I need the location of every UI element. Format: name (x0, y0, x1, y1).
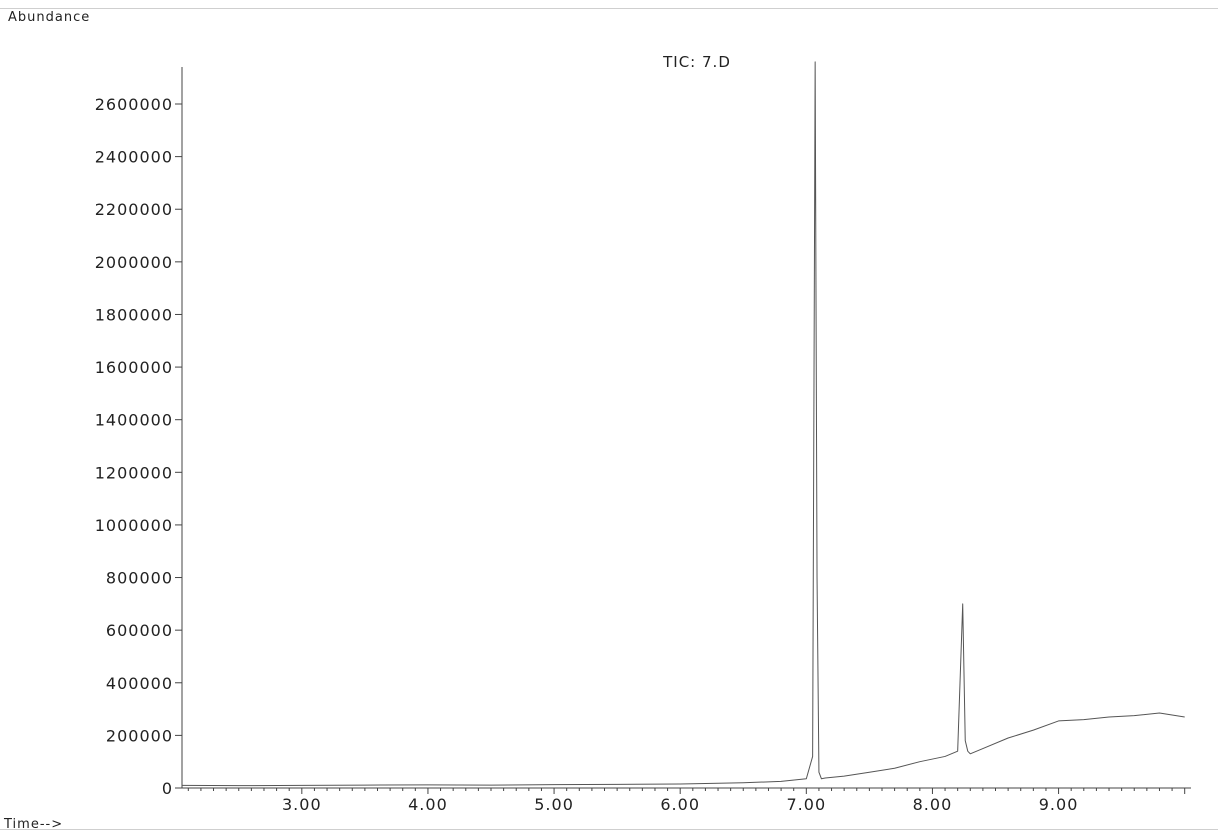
x-axis-label: Time--> (3, 817, 63, 832)
y-tick-label: 1800000 (95, 305, 173, 324)
x-tick-label: 7.00 (787, 795, 827, 814)
chart-title: TIC: 7.D (662, 53, 731, 71)
x-tick-label: 9.00 (1039, 795, 1079, 814)
y-tick-group: 0 200000 400000 600000 800000 1000000 1200000 1… (95, 95, 182, 798)
x-tick-group: 3.00 4.00 5.00 6.00 7.00 8.00 9.00 (187, 788, 1186, 814)
x-tick-label: 6.00 (660, 795, 700, 814)
y-tick-label: 600000 (106, 621, 173, 640)
y-tick-label: 1400000 (95, 411, 173, 430)
y-tick-label: 2400000 (95, 148, 173, 167)
y-tick-label: 800000 (106, 569, 173, 588)
tic-trace-line (181, 61, 1185, 787)
y-tick-label: 2600000 (95, 95, 173, 114)
series-group (181, 61, 1185, 787)
y-tick-label: 200000 (106, 726, 173, 745)
y-tick-label: 2000000 (95, 253, 173, 272)
y-tick-label: 400000 (106, 674, 173, 693)
x-tick-label: 4.00 (408, 795, 448, 814)
y-tick-label: 2200000 (95, 200, 173, 219)
y-tick-label: 1600000 (95, 358, 173, 377)
frame-bottom-border (0, 829, 1218, 830)
y-tick-label: 1000000 (95, 516, 173, 535)
frame-top-border (0, 8, 1218, 9)
y-axis-label: Abundance (8, 10, 90, 25)
x-tick-label: 5.00 (534, 795, 574, 814)
y-tick-label: 0 (162, 779, 173, 798)
x-tick-label: 3.00 (282, 795, 322, 814)
x-tick-label: 8.00 (913, 795, 953, 814)
y-tick-label: 1200000 (95, 463, 173, 482)
